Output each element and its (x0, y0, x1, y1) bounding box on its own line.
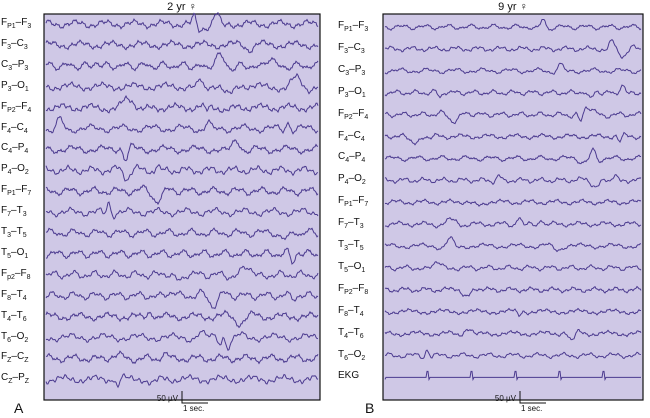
channel-label: FP1–F7 (338, 195, 369, 209)
eeg-trace (384, 106, 642, 125)
panel-letter: B (365, 400, 375, 416)
eeg-trace (384, 216, 642, 229)
scale-bar (181, 391, 208, 404)
eeg-trace (384, 147, 642, 165)
channel-label: FP1–F7 (1, 184, 32, 198)
channel-label: FP1–F3 (338, 20, 369, 33)
eeg-trace (384, 285, 642, 297)
eeg-trace (384, 39, 642, 60)
channel-label: F4–C4 (1, 121, 28, 135)
channel-label: FP2–F8 (338, 282, 369, 296)
channel-label: T5–O1 (1, 246, 29, 260)
eeg-trace (45, 11, 319, 34)
channel-label: T4–T6 (338, 326, 364, 340)
channel-label: P3–O1 (338, 85, 366, 99)
eeg-trace (384, 261, 642, 272)
eeg-trace (384, 62, 642, 75)
eeg-trace (45, 372, 319, 389)
eeg-trace (45, 184, 319, 206)
eeg-trace (384, 131, 642, 146)
channel-label: CZ–PZ (1, 372, 30, 386)
channel-label: F7–T3 (338, 217, 364, 231)
eeg-trace (45, 95, 319, 114)
eeg-trace (384, 307, 642, 318)
panel-a-background (43, 13, 321, 401)
channel-label: C4–P4 (338, 151, 366, 165)
eeg-trace (45, 329, 319, 352)
panel-letter: A (14, 400, 24, 416)
channel-label: FZ–CZ (1, 351, 29, 365)
eeg-trace (385, 349, 642, 360)
channel-label: P3–O1 (1, 79, 29, 93)
channel-label: Fp2–F8 (1, 267, 31, 281)
eeg-trace (384, 174, 642, 188)
scale-amplitude-label: 50 µV (157, 394, 179, 403)
eeg-trace (45, 139, 319, 162)
channel-label: FP2–F4 (1, 100, 32, 114)
eeg-trace (45, 163, 319, 182)
channel-label: C3–P3 (338, 63, 366, 77)
eeg-trace (384, 18, 642, 32)
channel-label: F3–C3 (338, 41, 365, 55)
eeg-trace (384, 328, 642, 341)
channel-label: T6–O2 (338, 348, 366, 362)
channel-label: F7–T3 (1, 205, 27, 219)
channel-label: C4–P4 (1, 142, 29, 156)
channel-label: F8–T4 (338, 304, 364, 318)
channel-label: FP1–F3 (1, 17, 32, 30)
eeg-trace (384, 84, 642, 99)
ekg-trace (384, 370, 641, 382)
eeg-trace (45, 265, 319, 281)
eeg-trace (45, 247, 319, 265)
eeg-trace (45, 227, 319, 241)
eeg-trace (384, 198, 642, 207)
channel-label: F8–T4 (1, 288, 27, 302)
panel-title: 2 yr ♀ (167, 1, 197, 13)
eeg-trace (45, 51, 319, 72)
scale-amplitude-label: 50 µV (495, 394, 517, 403)
panel-b-background (382, 13, 644, 401)
channel-label: T3–T5 (1, 226, 27, 239)
channel-label: P4–O2 (1, 163, 29, 177)
eeg-trace (45, 39, 319, 54)
eeg-trace (45, 288, 319, 310)
scale-bar (519, 391, 546, 404)
channel-label: F3–C3 (1, 37, 28, 51)
eeg-trace (45, 350, 319, 365)
eeg-trace (45, 72, 319, 95)
channel-label: F4–C4 (338, 129, 365, 143)
scale-time-label: 1 sec. (521, 404, 542, 413)
channel-label: FP2–F4 (338, 107, 369, 121)
panel-title: 9 yr ♀ (498, 1, 528, 13)
scale-time-label: 1 sec. (183, 404, 204, 413)
channel-label: EKG (338, 370, 360, 382)
eeg-trace (45, 309, 319, 329)
eeg-trace (45, 201, 319, 220)
channel-label: T5–O1 (338, 260, 366, 274)
channel-label: P4–O2 (338, 173, 366, 187)
channel-label: T4–T6 (1, 309, 27, 323)
eeg-trace (45, 115, 319, 135)
eeg-trace (384, 235, 642, 253)
channel-label: T3–T5 (338, 239, 364, 252)
channel-label: T6–O2 (1, 330, 29, 344)
channel-label: C3–P3 (1, 58, 29, 72)
